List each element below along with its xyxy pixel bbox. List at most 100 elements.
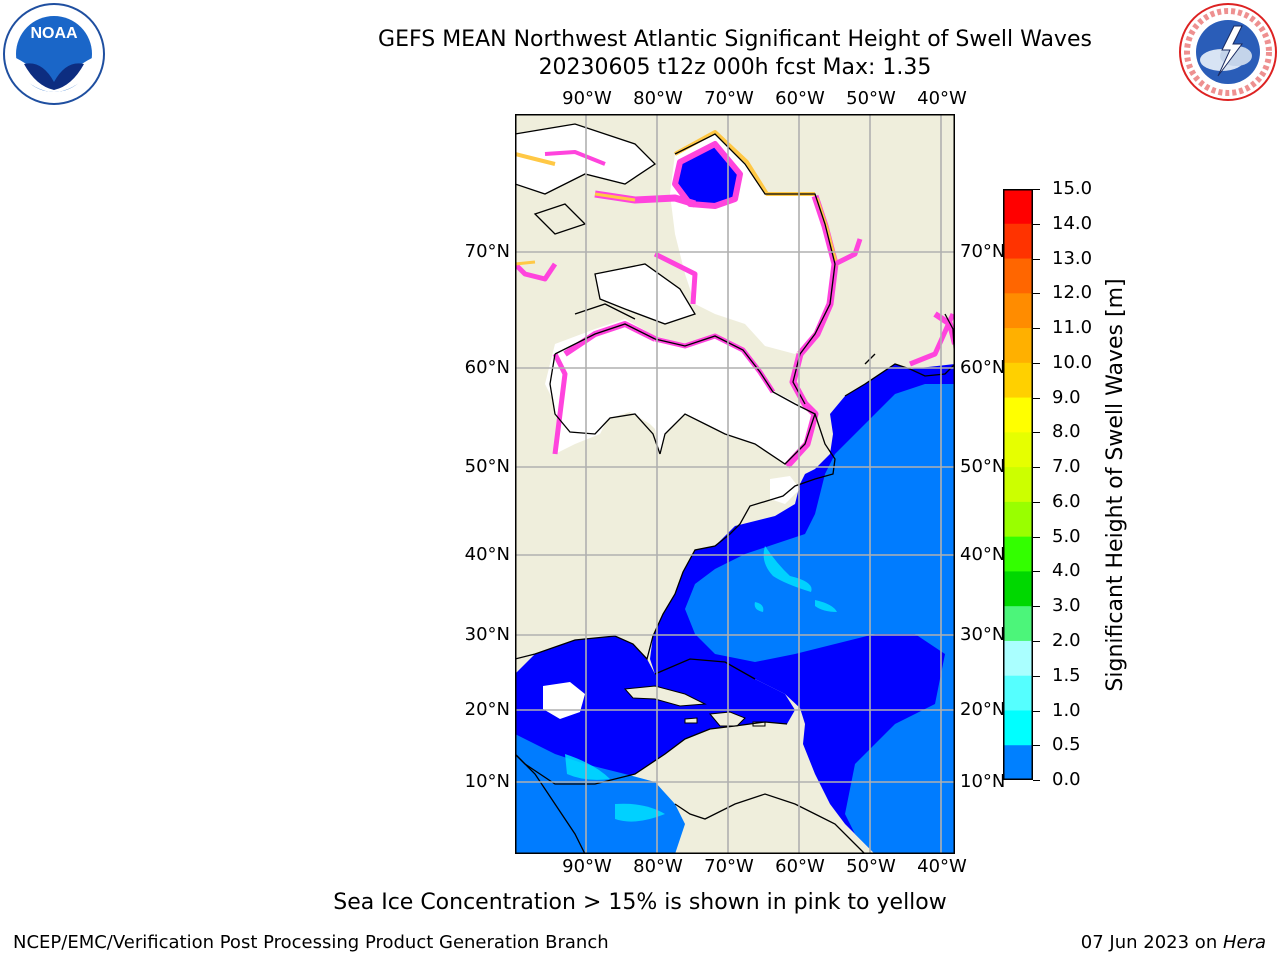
colorbar-bin	[1003, 571, 1033, 607]
noaa-logo-text: NOAA	[30, 25, 78, 42]
chart-title: GEFS MEAN Northwest Atlantic Significant…	[378, 27, 1092, 52]
lon-label-bottom: 60°W	[775, 856, 825, 877]
lat-label-left: 30°N	[464, 624, 510, 645]
lon-label-top: 50°W	[846, 88, 896, 109]
lon-label-top: 80°W	[633, 88, 683, 109]
national-weather-service-logo-icon	[1178, 2, 1278, 102]
colorbar-bin	[1003, 536, 1033, 572]
colorbar-bin	[1003, 328, 1033, 364]
colorbar-tick-mark	[1033, 780, 1040, 781]
chart-subtitle: 20230605 t12z 000h fcst Max: 1.35	[538, 55, 932, 80]
ocean-mid-swell-south	[515, 734, 685, 854]
colorbar-tick-label: 8.0	[1052, 421, 1081, 443]
map-gridlines	[515, 114, 955, 854]
colorbar-tick-mark	[1033, 501, 1040, 503]
colorbar-tick-mark	[1033, 467, 1040, 469]
lat-label-right: 10°N	[960, 771, 1006, 792]
colorbar-tick-label: 11.0	[1052, 317, 1093, 339]
coastlines	[515, 123, 955, 854]
lat-label-left: 10°N	[464, 771, 510, 792]
colorbar-tick-mark	[1033, 293, 1040, 295]
ocean-high-swell-patch	[754, 602, 764, 612]
colorbar-tick-mark	[1033, 571, 1040, 573]
sea-ice-arctic-channels	[515, 124, 655, 194]
colorbar-tick-mark	[1033, 745, 1040, 747]
colorbar-tick-mark	[1033, 189, 1040, 190]
colorbar-tick-label: 15.0	[1052, 178, 1093, 199]
colorbar-tick-label: 7.0	[1052, 456, 1081, 478]
colorbar-tick-label: 1.0	[1052, 699, 1081, 721]
colorbar-tick-label: 9.0	[1052, 386, 1081, 408]
lon-label-top: 70°W	[704, 88, 754, 109]
colorbar-tick-label: 6.0	[1052, 490, 1081, 512]
colorbar-bin	[1003, 293, 1033, 329]
footer-date-text: 07 Jun 2023 on	[1080, 932, 1223, 953]
lon-label-top: 40°W	[917, 88, 967, 109]
sea-ice-gulf-st-lawrence	[770, 476, 800, 504]
colorbar-bin	[1003, 675, 1033, 711]
colorbar-label: Significant Height of Swell Waves [m]	[1103, 278, 1128, 692]
cuba	[623, 685, 707, 707]
colorbar-tick-label: 3.0	[1052, 595, 1081, 617]
lat-label-left: 20°N	[464, 699, 510, 720]
colorbar-tick-label: 13.0	[1052, 247, 1093, 269]
sea-ice-foxe-basin	[595, 264, 695, 324]
lat-label-right: 50°N	[960, 456, 1006, 477]
colorbar-tick-mark	[1033, 536, 1040, 538]
lon-label-bottom: 70°W	[704, 856, 754, 877]
lon-label-top: 60°W	[775, 88, 825, 109]
colorbar-tick-mark	[1033, 710, 1040, 712]
sea-ice-hudson-bay-south	[550, 354, 665, 434]
footer-host: Hera	[1222, 932, 1266, 953]
colorbar-tick-label: 14.0	[1052, 212, 1093, 234]
map-frame	[515, 114, 955, 854]
colorbar-tick-label: 10.0	[1052, 351, 1093, 373]
colorbar-bin	[1003, 501, 1033, 538]
lat-label-right: 20°N	[960, 699, 1006, 720]
colorbar-bin	[1003, 362, 1033, 399]
lon-label-bottom: 80°W	[633, 856, 683, 877]
lat-label-right: 60°N	[960, 357, 1006, 378]
lat-label-right: 40°N	[960, 544, 1006, 565]
footer-date: 07 Jun 2023 on Hera	[1081, 932, 1266, 953]
colorbar-bins	[1003, 189, 1033, 781]
ocean-mid-swell	[685, 384, 955, 854]
lat-label-left: 40°N	[464, 544, 510, 565]
colorbar-tick-mark	[1033, 362, 1040, 364]
colorbar-frame	[1003, 189, 1033, 780]
colorbar-bin	[1003, 189, 1033, 225]
colorbar-tick-label: 0.0	[1052, 769, 1081, 790]
colorbar-bin	[1003, 710, 1033, 746]
ocean-high-swell-patch	[615, 803, 665, 822]
colorbar-tick-mark	[1033, 606, 1040, 608]
colorbar-tick-label: 1.5	[1052, 664, 1081, 686]
ocean-high-swell-patch	[815, 600, 837, 612]
colorbar	[1003, 189, 1033, 781]
colorbar-bin	[1003, 223, 1033, 260]
colorbar-bin	[1003, 745, 1033, 781]
colorbar-tick-label: 2.0	[1052, 629, 1081, 651]
colorbar-tick-label: 12.0	[1052, 282, 1093, 304]
lon-label-bottom: 90°W	[562, 856, 612, 877]
colorbar-bin	[1003, 606, 1033, 642]
jamaica	[684, 717, 698, 724]
colorbar-tick-mark	[1033, 397, 1040, 399]
sea-ice-note: Sea Ice Concentration > 15% is shown in …	[333, 890, 947, 915]
map-panel	[515, 114, 955, 854]
colorbar-tick-mark	[1033, 328, 1040, 330]
lat-label-right: 30°N	[960, 624, 1006, 645]
colorbar-tick-label: 4.0	[1052, 560, 1081, 582]
swell-height-map	[515, 114, 955, 854]
lat-label-left: 50°N	[464, 456, 510, 477]
footer-credit: NCEP/EMC/Verification Post Processing Pr…	[13, 932, 609, 953]
lat-label-left: 60°N	[464, 357, 510, 378]
colorbar-bin	[1003, 432, 1033, 468]
colorbar-tick-label: 0.5	[1052, 734, 1081, 756]
ocean-high-swell-patch	[565, 754, 610, 780]
colorbar-bin	[1003, 397, 1033, 433]
colorbar-bin	[1003, 467, 1033, 503]
colorbar-bin	[1003, 258, 1033, 294]
lon-label-top: 90°W	[562, 88, 612, 109]
lat-label-right: 70°N	[960, 241, 1006, 262]
colorbar-tick-label: 5.0	[1052, 525, 1081, 547]
